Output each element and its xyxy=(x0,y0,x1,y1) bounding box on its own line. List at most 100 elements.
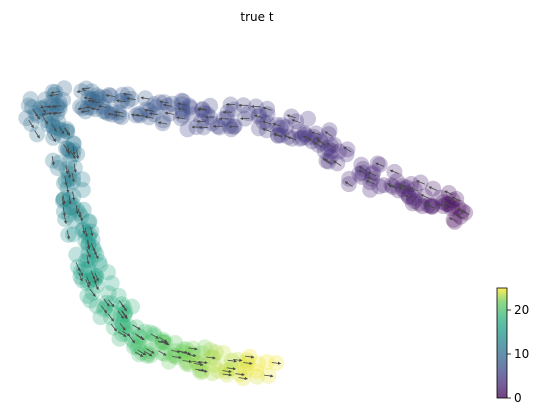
velocity-arrow xyxy=(63,214,68,225)
velocity-arrow xyxy=(42,116,48,125)
velocity-arrow xyxy=(126,97,136,101)
cell-point xyxy=(65,135,82,152)
velocity-arrow xyxy=(97,104,108,108)
velocity-arrow xyxy=(272,122,282,127)
cell-point xyxy=(194,345,211,362)
cell-point xyxy=(414,198,431,215)
velocity-arrow xyxy=(71,173,75,183)
velocity-arrow xyxy=(81,87,91,91)
velocity-arrow xyxy=(324,131,333,137)
cell-point xyxy=(174,107,191,124)
cell-point xyxy=(92,257,109,273)
cell-point xyxy=(53,127,70,144)
colorbar: 0 10 20 xyxy=(496,287,529,405)
cell-point xyxy=(114,316,131,333)
velocity-arrow xyxy=(52,105,62,109)
velocity-arrow xyxy=(271,361,282,365)
cell-point xyxy=(129,339,146,356)
cell-point xyxy=(126,339,143,355)
velocity-arrow xyxy=(164,111,174,115)
cell-point xyxy=(100,264,116,281)
velocity-arrow xyxy=(238,376,248,381)
cell-point xyxy=(88,298,105,315)
velocity-arrow xyxy=(34,130,40,139)
cell-point xyxy=(100,285,117,302)
velocity-arrow xyxy=(158,341,168,345)
cell-point xyxy=(82,252,99,269)
velocity-arrow xyxy=(51,156,55,166)
velocity-arrow xyxy=(62,206,66,217)
velocity-arrow xyxy=(428,186,438,191)
velocity-arrow xyxy=(76,89,86,94)
velocity-arrow xyxy=(386,183,396,188)
velocity-arrow xyxy=(222,369,232,374)
velocity-arrow xyxy=(261,128,272,132)
cell-point xyxy=(210,362,227,379)
cell-point xyxy=(113,315,130,332)
cell-point xyxy=(180,356,197,373)
velocity-arrow xyxy=(40,104,46,114)
velocity-arrow xyxy=(87,239,91,249)
velocity-arrow xyxy=(367,171,377,177)
cell-point xyxy=(316,143,333,160)
cell-point xyxy=(296,125,313,142)
velocity-arrow xyxy=(227,359,238,363)
velocity-arrow xyxy=(113,110,124,114)
cell-point xyxy=(371,178,388,195)
velocity-arrow xyxy=(460,210,470,215)
velocity-arrow xyxy=(226,367,237,371)
cell-point xyxy=(75,261,92,277)
velocity-arrow xyxy=(444,190,454,196)
cell-point xyxy=(240,105,257,122)
velocity-arrow xyxy=(398,186,408,192)
cell-point xyxy=(251,106,268,123)
cell-point xyxy=(202,342,219,359)
velocity-arrow xyxy=(144,351,153,357)
cell-point xyxy=(273,127,290,144)
velocity-arrow xyxy=(105,93,115,98)
colorbar-gradient xyxy=(497,288,507,398)
velocity-arrow xyxy=(92,274,97,284)
cell-point xyxy=(110,287,127,304)
cell-point xyxy=(404,195,421,212)
velocity-arrow xyxy=(187,353,197,358)
velocity-arrow xyxy=(78,272,83,282)
cell-point xyxy=(22,91,39,108)
velocity-arrow xyxy=(89,288,96,297)
velocity-arrow xyxy=(233,358,243,362)
velocity-arrow xyxy=(86,255,90,265)
velocity-arrow xyxy=(262,120,272,125)
velocity-arrow xyxy=(67,145,71,155)
velocity-arrow xyxy=(171,349,181,354)
cell-point xyxy=(249,368,265,385)
velocity-arrow xyxy=(455,214,465,220)
velocity-arrow xyxy=(128,335,136,344)
velocity-arrow xyxy=(94,272,99,282)
cell-point xyxy=(40,116,57,133)
velocity-arrow xyxy=(273,133,283,138)
cell-point xyxy=(55,92,72,108)
cell-point xyxy=(211,119,228,136)
velocity-arrow xyxy=(409,187,419,192)
velocity-arrow xyxy=(47,111,58,115)
colorbar-tick-2: 20 xyxy=(514,303,529,317)
cell-point xyxy=(215,345,232,361)
velocity-arrow xyxy=(375,162,385,167)
velocity-arrow xyxy=(100,305,108,314)
cell-point xyxy=(432,189,449,206)
velocity-arrow xyxy=(389,169,399,174)
cell-point xyxy=(113,109,130,126)
velocity-arrow xyxy=(286,114,296,119)
cell-point xyxy=(272,119,289,136)
cell-point xyxy=(192,364,209,381)
velocity-arrow xyxy=(194,362,204,367)
velocity-arrow xyxy=(287,136,297,141)
velocity-arrow xyxy=(291,119,301,123)
velocity-arrow xyxy=(67,169,71,179)
velocity-arrow xyxy=(135,113,145,117)
velocity-arrows xyxy=(28,87,470,381)
velocity-arrow xyxy=(244,355,255,359)
velocity-arrow xyxy=(134,351,144,357)
cell-point xyxy=(323,148,339,165)
velocity-arrow xyxy=(157,121,168,125)
